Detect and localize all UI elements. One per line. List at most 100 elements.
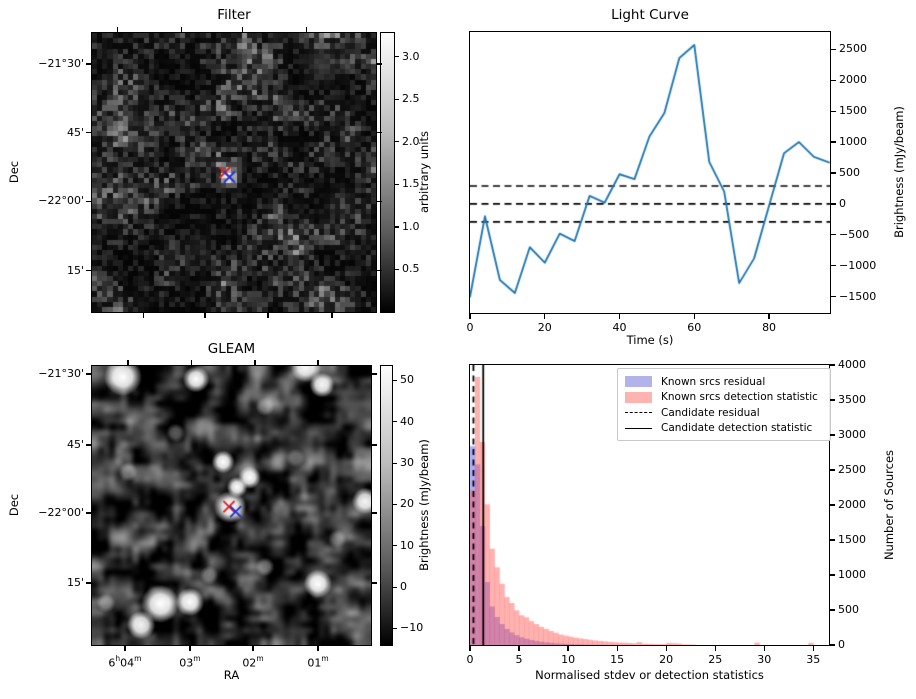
filter-xtick: [331, 313, 333, 318]
hist-xtick: [714, 646, 716, 651]
hist-ytick-label: 3500: [838, 393, 866, 406]
lc-ytick-label: −1500: [839, 289, 877, 303]
gleam-ytick: [86, 582, 91, 584]
lc-ytick-label: 2500: [839, 42, 867, 56]
gleam-xtick-label-part: m: [134, 654, 142, 663]
hist-ytick: [830, 609, 835, 611]
gleam-cbar-tick-label: 10: [400, 538, 414, 552]
gleam-xtick-top: [254, 360, 256, 365]
hist-xtick: [469, 646, 471, 651]
filter-ytick-right: [377, 132, 382, 134]
gleam-cbar-tick: [393, 462, 397, 464]
hist-xtick: [812, 646, 814, 651]
gleam-ytick: [86, 444, 91, 446]
legend-patch-swatch: [625, 391, 652, 403]
hist-ytick: [830, 434, 835, 436]
legend-entry: Known srcs residual: [625, 374, 823, 390]
filter-xtick: [204, 313, 206, 318]
gleam-xtick-label: 6h04m: [90, 653, 160, 670]
filter-cbar-tick-label: 2.0: [402, 134, 420, 148]
hist-ytick: [830, 539, 835, 541]
gleam-xtick-label-part: h: [115, 654, 121, 663]
hist-xtick: [518, 646, 520, 651]
gleam-cbar-tick: [393, 503, 397, 506]
gleam-ytick-label: −22°00': [38, 506, 84, 520]
gleam-ytick-right: [372, 512, 377, 514]
filter-ytick: [86, 63, 91, 65]
gleam-xtick-label-part: 03: [179, 656, 194, 670]
filter-cbar-tick-label: 2.5: [402, 92, 420, 106]
gleam-xtick: [252, 646, 254, 651]
hist-ytick: [830, 644, 835, 646]
filter-ytick-label: −21°30': [38, 56, 84, 70]
legend-entry: Known srcs detection statistic: [625, 390, 823, 406]
gleam-ytick-right: [372, 444, 377, 446]
filter-dec-axis-label: Dec: [7, 160, 21, 184]
gleam-xtick-label-part: m: [256, 654, 264, 663]
gleam-xtick: [124, 646, 126, 651]
lc-ytick: [831, 203, 836, 205]
hist-xtick: [763, 646, 765, 651]
filter-ytick-right: [377, 270, 382, 272]
lc-ytick-label: 1000: [839, 135, 867, 149]
hist-xtick: [665, 646, 667, 651]
gleam-ytick-right: [372, 373, 377, 375]
hist-ytick: [830, 574, 835, 576]
gleam-xtick-label-part: m: [321, 654, 329, 663]
lc-ytick: [831, 265, 836, 267]
gleam-cbar-tick-label: 20: [400, 497, 414, 511]
filter-xtick: [142, 313, 144, 318]
lc-xtick-label: 60: [687, 321, 702, 334]
gleam-xtick: [317, 646, 319, 651]
legend-entry-label: Known srcs residual: [661, 375, 766, 388]
filter-title: Filter: [217, 7, 251, 23]
gleam-xtick-label-part: 6: [108, 656, 116, 670]
lc-ytick-label: 1500: [839, 104, 867, 118]
gleam-ytick: [86, 373, 91, 375]
light-curve-x-axis-label: Time (s): [626, 333, 674, 347]
lc-ytick-label: 2000: [839, 73, 867, 87]
hist-xtick-label: 25: [708, 653, 723, 666]
gleam-title: GLEAM: [207, 341, 256, 357]
gleam-map-canvas: [92, 366, 371, 645]
hist-ytick-label: 4000: [838, 358, 866, 371]
hist-ytick-label: 0: [838, 638, 845, 651]
filter-xtick-top: [305, 27, 307, 32]
legend-entry-label: Candidate residual: [661, 406, 760, 419]
gleam-xtick: [189, 646, 191, 651]
legend-solid-line-swatch: [625, 427, 652, 429]
filter-colorbar: [381, 33, 394, 312]
filter-xtick: [267, 313, 269, 318]
hist-ytick-label: 2000: [838, 498, 866, 511]
gleam-xtick-label: 01m: [283, 653, 353, 670]
gleam-xtick-label: 02m: [218, 653, 288, 670]
lc-ytick-label: 500: [839, 165, 860, 179]
filter-xtick-top: [116, 27, 119, 32]
gleam-ytick-right: [372, 582, 377, 584]
gleam-colorbar: [381, 366, 392, 645]
legend-entry: Candidate residual: [625, 405, 823, 421]
lc-ytick: [831, 296, 836, 298]
gleam-xtick-label: 03m: [155, 653, 225, 670]
hist-ytick: [830, 399, 835, 401]
gleam-xtick-label-part: 02: [242, 656, 257, 670]
histogram-x-axis-label: Normalised stdev or detection statistics: [535, 668, 764, 682]
filter-ytick-label: 15': [66, 263, 84, 277]
gleam-cbar-tick: [393, 421, 397, 423]
gleam-xtick-label-part: 01: [307, 656, 322, 670]
hist-ytick-label: 500: [838, 603, 859, 616]
legend-patch-swatch: [625, 376, 652, 388]
filter-ytick: [86, 270, 91, 272]
lc-ytick-label: −1000: [839, 258, 877, 272]
filter-ytick-right: [377, 63, 382, 65]
filter-cbar-tick: [395, 98, 399, 100]
hist-xtick: [616, 646, 618, 651]
gleam-x-axis-label: RA: [223, 668, 240, 682]
hist-xtick-label: 30: [757, 653, 772, 666]
gleam-dec-axis-label: Dec: [7, 493, 21, 517]
light-curve-title: Light Curve: [611, 7, 689, 23]
hist-xtick: [567, 646, 569, 651]
filter-ytick: [86, 200, 91, 202]
gleam-xtick-top: [191, 360, 193, 365]
lc-xtick: [544, 314, 546, 319]
